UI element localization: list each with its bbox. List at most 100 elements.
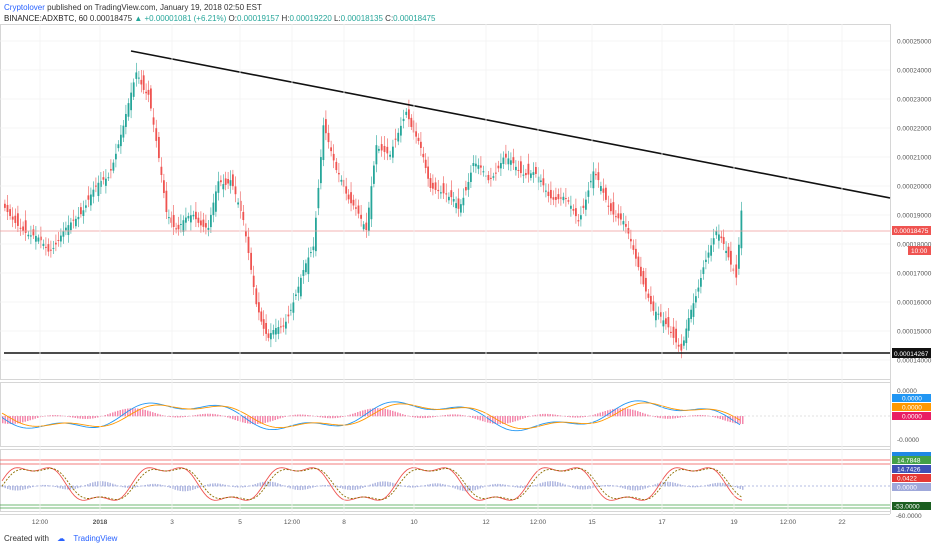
macd-hist-bar [324,416,326,418]
macd-hist-bar [454,414,456,417]
macd-hist-bar [702,415,704,417]
candle-body [62,231,65,237]
stoch-hist-bar [362,486,364,488]
stoch-hist-bar [552,481,554,487]
stoch-hist-bar [197,486,199,489]
stoch-hist-bar [4,486,6,489]
candle-body [635,248,637,259]
candle-body [740,210,743,249]
stoch-hist-bar [262,481,264,487]
candle-body [480,165,482,168]
macd-hist-bar [9,416,11,424]
macd-hist-bar [499,416,501,425]
macd-hist-bar [167,416,169,417]
candle-body [732,268,735,272]
macd-hist-bar [219,415,221,417]
chart-canvas[interactable]: 0.00025000 0.00024000 0.00023000 0.00022000… [0,24,932,532]
support-tag-text: 0.00014267 [894,351,929,358]
candle-body [42,243,45,246]
stoch-hist-bar [624,486,626,489]
stoch-hist-bar [722,482,724,487]
candle-body [647,293,650,298]
time-axis[interactable]: 12:00 2018 3 5 12:00 8 10 12 12:00 15 17 19 12:00 22 [32,24,846,526]
chart-area[interactable]: 0.00025000 0.00024000 0.00023000 0.00022000… [0,24,932,532]
stoch-tag-3-text: 14.7426 [897,467,921,474]
macd-hist-bar [364,409,366,417]
candle-body [440,192,442,194]
stoch-hist-bar [639,486,641,491]
macd-hist-bar [52,415,54,417]
macd-hist-bar [734,416,736,424]
candle-body [247,236,250,253]
candle-body [520,161,522,174]
stoch-hist-bar [149,484,151,487]
stoch-hist-bar [159,484,161,487]
stoch-hist-bar [489,484,491,487]
candle-body [652,301,655,311]
macd-hist-bar [264,416,266,423]
candle-body [507,158,510,165]
stoch-hist-bar [219,483,221,487]
candle-body [292,302,295,313]
candle-body [617,213,620,219]
macd-hist-bar [74,416,76,418]
candle-body [408,109,410,120]
macd-hist-bar [682,416,684,418]
stoch-hist-bar [499,483,501,487]
candle-body [234,186,237,195]
price-axis-label: 0.00020000 [897,184,932,191]
macd-hist-bar [604,411,606,417]
chart-header: Cryptolover published on TradingView.com… [4,2,804,24]
stoch-hist-bar [254,483,256,487]
stoch-hist-bar [377,482,379,487]
candle-body [155,128,158,141]
stoch-hist-bar [94,481,96,487]
descending-trendline[interactable] [130,50,891,199]
candle-body [690,309,692,319]
time-axis-label: 12:00 [530,519,547,526]
stoch-hist-bar [247,486,249,487]
stoch-hist-bar [592,486,594,489]
stoch-hist-bar [602,485,604,487]
candle-body [100,180,102,187]
author-name[interactable]: Cryptolover [4,3,45,12]
macd-hist-bar [182,416,184,418]
macd-hist-bar [54,415,56,417]
candle-body [165,190,168,213]
macd-hist-bar [404,414,406,417]
stoch-hist-bar [252,484,254,487]
candle-body [330,147,332,152]
candle-body [465,187,467,191]
macd-hist-bar [622,408,624,417]
macd-line [1,400,741,432]
candle-body [277,327,280,334]
candle-body [587,190,590,197]
stoch-hist-bar [644,486,646,489]
macd-hist-bar [672,416,674,419]
stoch-hist-bar [69,486,71,490]
candle-body [40,236,42,241]
candle-body [150,88,152,109]
macd-hist-bar [77,416,79,419]
macd-hist-bar [724,416,726,421]
candle-body [158,136,160,159]
stoch-hist-bar [37,485,39,487]
macd-hist-bar [514,416,516,422]
macd-hist-bar [704,415,706,417]
stoch-hist-bar [22,486,24,490]
tradingview-link[interactable]: TradingView [73,534,118,543]
candle-body [255,288,258,305]
candle-body [572,208,575,211]
candle-body [282,325,285,327]
candle-body [197,217,200,223]
stoch-hist-bar [179,486,181,491]
macd-hist-bar [179,416,181,418]
macd-hist-bar [697,414,699,417]
candle-body [697,287,700,292]
stoch-hist-bar [109,482,111,487]
candle-body [738,244,740,269]
stoch-hist-bar [424,485,426,487]
stoch-hist-bar [734,486,736,488]
candle-body [210,214,212,228]
tradingview-logo-icon[interactable]: ☁ [57,534,66,543]
